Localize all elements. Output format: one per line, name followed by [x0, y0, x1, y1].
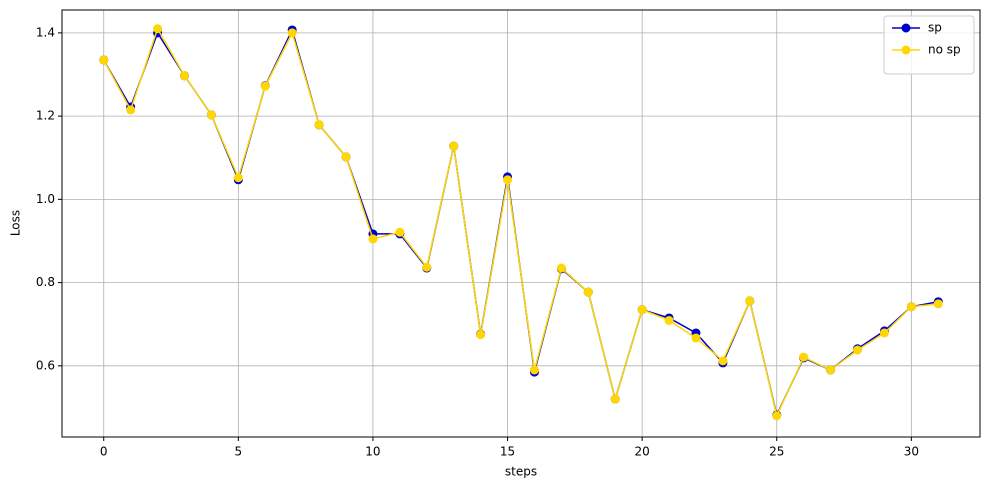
- point: [933, 299, 943, 309]
- plot-frame: [61, 9, 981, 438]
- point: [826, 365, 836, 375]
- x-tick-label: 0: [100, 445, 108, 459]
- point: [745, 296, 755, 306]
- point: [260, 81, 270, 91]
- point: [529, 365, 539, 375]
- point: [583, 287, 593, 297]
- point: [610, 394, 620, 404]
- legend-marker: [901, 23, 911, 33]
- x-tick-label: 30: [904, 445, 919, 459]
- x-tick-label: 25: [769, 445, 784, 459]
- legend-marker: [901, 45, 911, 55]
- point: [637, 305, 647, 315]
- point: [691, 333, 701, 343]
- point: [799, 352, 809, 362]
- y-tick-label: 1.4: [36, 25, 55, 39]
- series-line: [103, 26, 939, 419]
- x-tick-label: 20: [635, 445, 650, 459]
- legend-label: sp: [928, 21, 942, 35]
- point: [556, 263, 566, 273]
- point: [233, 173, 243, 183]
- point: [206, 110, 216, 120]
- series-line: [103, 27, 939, 418]
- y-tick-label: 1.2: [36, 109, 55, 123]
- point: [853, 345, 863, 355]
- point: [879, 328, 889, 338]
- point: [153, 24, 163, 34]
- x-tick-label: 15: [500, 445, 515, 459]
- point: [449, 141, 459, 151]
- y-tick-label: 1.0: [36, 192, 55, 206]
- point: [772, 411, 782, 421]
- point: [126, 105, 136, 115]
- point: [287, 28, 297, 38]
- legend-label: no sp: [928, 43, 961, 57]
- point: [422, 262, 432, 272]
- point: [99, 55, 109, 65]
- point: [664, 315, 674, 325]
- point: [476, 330, 486, 340]
- point: [314, 120, 324, 130]
- y-axis-label: Loss: [9, 210, 23, 236]
- y-tick-label: 0.6: [36, 358, 55, 372]
- x-tick-label: 10: [365, 445, 380, 459]
- point: [395, 227, 405, 237]
- x-tick-label: 5: [235, 445, 243, 459]
- point: [503, 175, 513, 185]
- point: [718, 356, 728, 366]
- x-axis-label: steps: [505, 465, 537, 479]
- point: [179, 71, 189, 81]
- point: [368, 234, 378, 244]
- y-tick-label: 0.8: [36, 275, 55, 289]
- point: [906, 302, 916, 312]
- point: [341, 152, 351, 162]
